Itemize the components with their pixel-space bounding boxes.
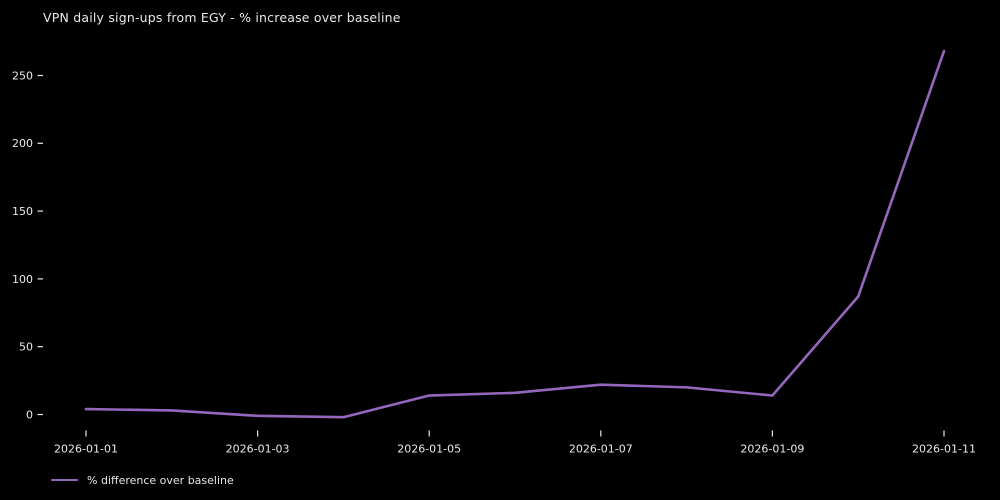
x-tick-label: 2026-01-09 — [740, 443, 804, 456]
y-tick-label: 250 — [12, 69, 33, 82]
series-line — [84, 49, 946, 419]
chart-title: VPN daily sign-ups from EGY - % increase… — [43, 10, 401, 25]
legend-label: % difference over baseline — [87, 473, 234, 487]
legend: % difference over baseline — [51, 471, 234, 489]
x-tick-label: 2026-01-07 — [569, 443, 633, 456]
y-tick-label: 150 — [12, 205, 33, 218]
y-tick-label: 100 — [12, 273, 33, 286]
x-axis-ticks: 2026-01-01 2026-01-03 2026-01-05 2026-01-07… — [54, 430, 976, 456]
x-tick-label: 2026-01-01 — [54, 443, 118, 456]
x-tick-label: 2026-01-11 — [912, 443, 976, 456]
y-axis-ticks: 0 50 100 150 200 250 — [12, 69, 43, 421]
y-tick-label: 50 — [19, 341, 33, 354]
x-tick-label: 2026-01-05 — [397, 443, 461, 456]
y-tick-label: 200 — [12, 137, 33, 150]
y-tick-label: 0 — [26, 408, 33, 421]
legend-line-swatch — [51, 478, 78, 482]
x-tick-label: 2026-01-03 — [226, 443, 290, 456]
